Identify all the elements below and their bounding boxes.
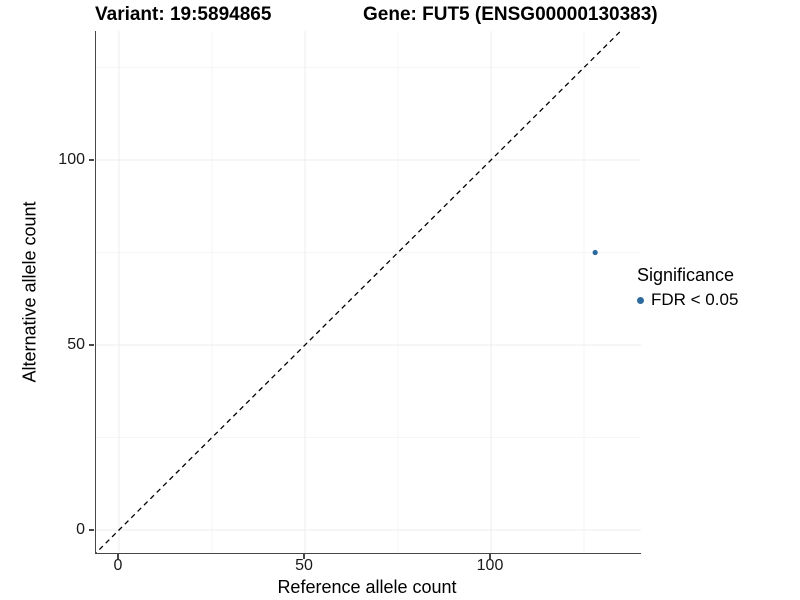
- x-axis-tick-label: 100: [476, 557, 504, 574]
- plot-title-variant: Variant: 19:5894865: [95, 4, 272, 25]
- legend-item-fdr: FDR < 0.05: [637, 290, 738, 310]
- x-axis-tick: [117, 554, 119, 559]
- y-axis-tick-label: 0: [76, 521, 85, 538]
- y-axis-title: Alternative allele count: [19, 201, 40, 383]
- legend-title: Significance: [637, 265, 735, 285]
- data-point: [592, 249, 598, 256]
- x-axis-tick: [489, 554, 491, 559]
- y-axis-tick: [88, 344, 94, 346]
- plot-panel: [95, 31, 641, 554]
- x-axis-tick-label: 50: [295, 557, 313, 574]
- x-axis-tick: [303, 554, 305, 559]
- identity-reference-line: [96, 31, 622, 553]
- x-axis-title: Reference allele count: [277, 577, 457, 597]
- y-axis-tick-label: 50: [67, 336, 85, 353]
- y-axis-tick-label: 100: [58, 151, 85, 168]
- legend: Significance FDR < 0.05: [637, 265, 738, 310]
- x-axis-tick-label: 0: [113, 557, 123, 574]
- y-axis-tick: [88, 159, 94, 161]
- legend-item-label: FDR < 0.05: [651, 290, 739, 309]
- legend-point-icon: [637, 296, 644, 304]
- scatter-plot-canvas: [96, 31, 641, 553]
- plot-title-gene: Gene: FUT5 (ENSG00000130383): [363, 4, 658, 25]
- y-axis-tick: [88, 529, 94, 531]
